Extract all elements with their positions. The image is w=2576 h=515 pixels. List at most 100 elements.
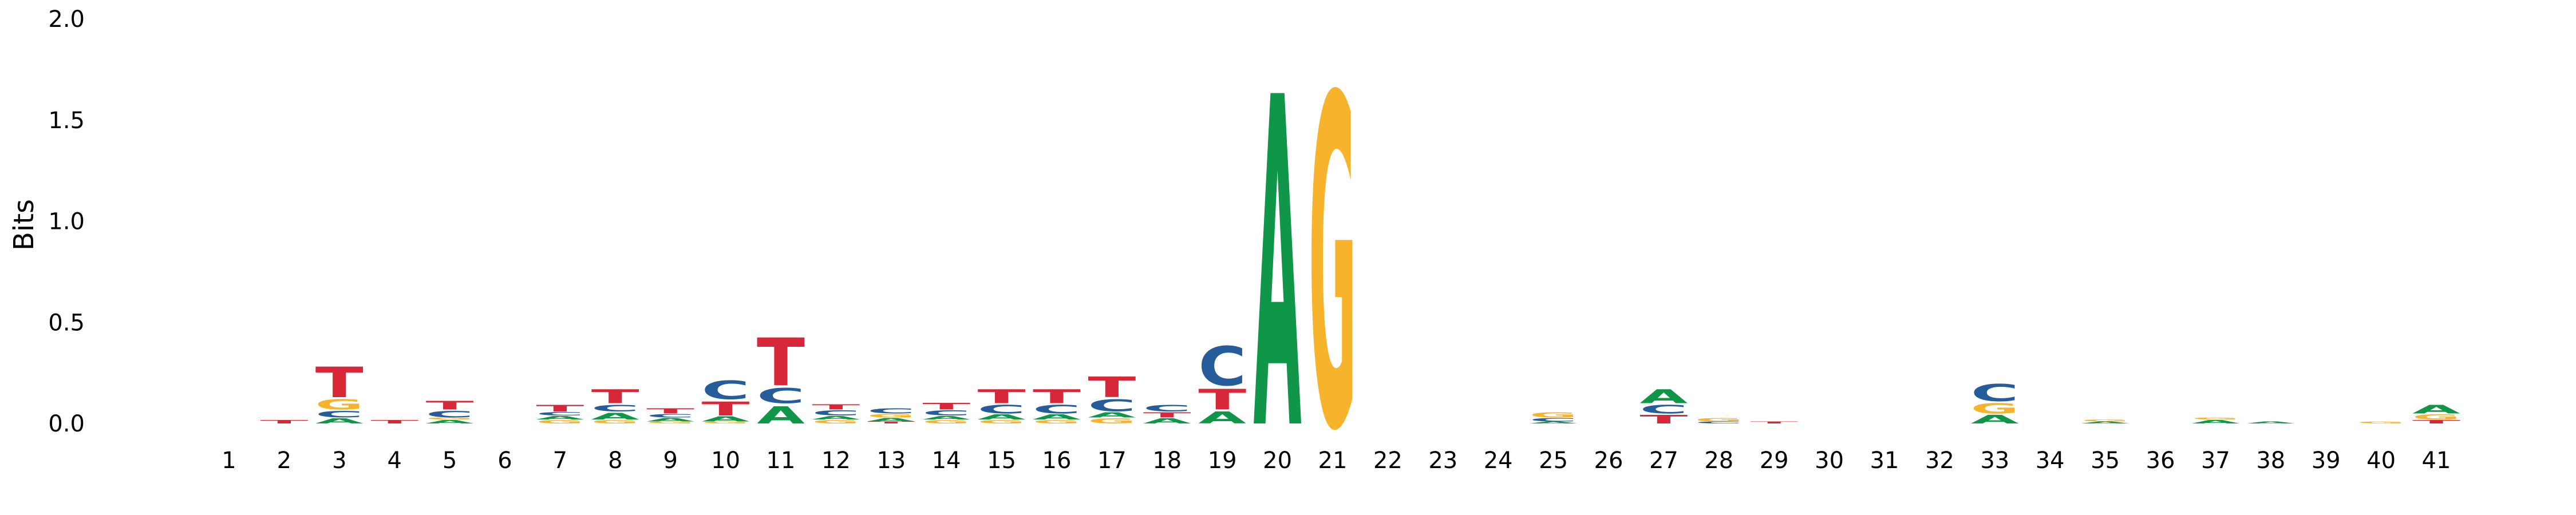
logo-letter-g: G [2412,413,2460,421]
logo-letter-g: G [812,419,860,425]
x-tick-label: 11 [767,447,796,474]
logo-letter-t: T [591,386,639,408]
logo-letter-a: A [2247,421,2296,424]
logo-letter-t: T [1033,386,1081,408]
logo-letter-c: C [812,409,860,417]
logo-letter-g: G [591,419,639,425]
logo-letter-c: C [315,409,364,419]
logo-letter-c: C [1639,403,1688,417]
logo-letter-g: G [2081,419,2129,422]
logo-letter-c: C [426,409,474,419]
x-tick-label: 1 [222,447,236,474]
y-axis: 0.0 0.5 1.0 1.5 2.0 [48,6,85,437]
logo-letter-c: C [1971,380,2019,407]
logo-letter-t: T [812,403,860,411]
logo-letter-g: G [1695,417,1743,422]
logo-letter-a: A [702,415,750,423]
x-tick-label: 39 [2312,447,2341,474]
logo-letter-t: T [1198,383,1246,416]
logo-letter-a: A [1088,411,1136,419]
x-tick-label: 13 [876,447,906,474]
x-tick-label: 18 [1152,447,1182,474]
x-tick-label: 6 [497,447,512,474]
logo-letter-t: T [757,325,805,401]
logo-letter-t: T [1750,421,1798,424]
x-tick-label: 9 [663,447,677,474]
logo-letter-c: C [978,403,1026,417]
logo-letter-a: A [2081,421,2130,424]
x-tick-label: 26 [1594,447,1623,474]
logo-letter-g: G [1530,411,1578,419]
x-tick-label: 4 [387,447,401,474]
y-axis-title: Bits [8,199,40,251]
logo-letter-g: G [922,419,970,425]
logo-letter-c: C [591,403,639,414]
logo-letter-g: G [1309,3,1357,515]
logo-letter-a: A [1254,3,1302,515]
x-tick-label: 12 [821,447,851,474]
x-tick-label: 8 [608,447,622,474]
x-tick-label: 35 [2091,447,2120,474]
y-tick-label: 0.5 [48,310,85,336]
logo-letter-t: T [1143,411,1191,419]
x-tick-label: 31 [1870,447,1899,474]
x-tick-label: 14 [932,447,961,474]
x-tick-label: 36 [2146,447,2175,474]
logo-letter-g: G [315,397,364,413]
logo-letter-c: C [536,411,584,416]
x-tick-label: 19 [1208,447,1237,474]
logo-letter-g: G [2191,417,2239,420]
logo-letter-t: T [536,403,584,414]
x-tick-label: 21 [1318,447,1348,474]
logo-letter-a: A [536,415,584,421]
x-tick-label: 37 [2201,447,2230,474]
logo-letter-a: A [1530,421,1578,424]
logo-letter-g: G [1033,419,1081,425]
logo-letter-g: G [1971,401,2019,417]
y-tick-label: 1.0 [48,209,85,235]
x-tick-label: 25 [1539,447,1568,474]
logo-letter-a: A [1033,413,1081,421]
logo-letter-c: C [1530,417,1578,422]
logo-letter-a: A [812,415,860,421]
logo-letter-g: G [1088,417,1136,425]
x-tick-label: 5 [442,447,457,474]
x-tick-label: 33 [1980,447,2009,474]
logo-letter-t: T [702,398,750,420]
x-tick-label: 16 [1042,447,1072,474]
x-tick-label: 27 [1649,447,1678,474]
x-tick-label: 22 [1373,447,1402,474]
y-tick-label: 0.0 [48,411,85,437]
logo-letter-t: T [1088,371,1136,404]
y-tick-label: 2.0 [48,6,85,33]
logo-letter-t: T [260,419,309,425]
x-tick-label: 17 [1097,447,1127,474]
logo-letter-g: G [536,419,584,425]
logo-letter-a: A [757,402,805,429]
logo-letter-a: A [2191,419,2240,425]
logo-letter-a: A [591,411,639,422]
x-tick-label: 3 [332,447,346,474]
x-tick-label: 24 [1484,447,1513,474]
x-tick-label: 28 [1704,447,1733,474]
x-tick-label: 7 [553,447,567,474]
logo-letter-c: C [922,409,970,417]
x-tick-label: 38 [2256,447,2285,474]
logo-letter-t: T [315,358,364,407]
logo-letter-c: C [757,384,805,409]
x-tick-label: 23 [1428,447,1457,474]
y-tick-label: 1.5 [48,108,85,134]
logo-letter-c: C [1695,421,1743,424]
logo-letter-g: G [867,413,915,418]
logo-letter-t: T [922,401,970,411]
x-tick-label: 2 [277,447,291,474]
logo-letter-c: C [867,407,915,415]
logo-letter-c: C [1033,403,1081,417]
logo-letter-t: T [978,386,1026,408]
logo-letter-t: T [646,407,694,415]
logo-letter-a: A [978,413,1026,421]
logo-letter-c: C [1198,335,1246,398]
x-tick-label: 15 [987,447,1016,474]
logo-letter-g: G [702,421,750,424]
